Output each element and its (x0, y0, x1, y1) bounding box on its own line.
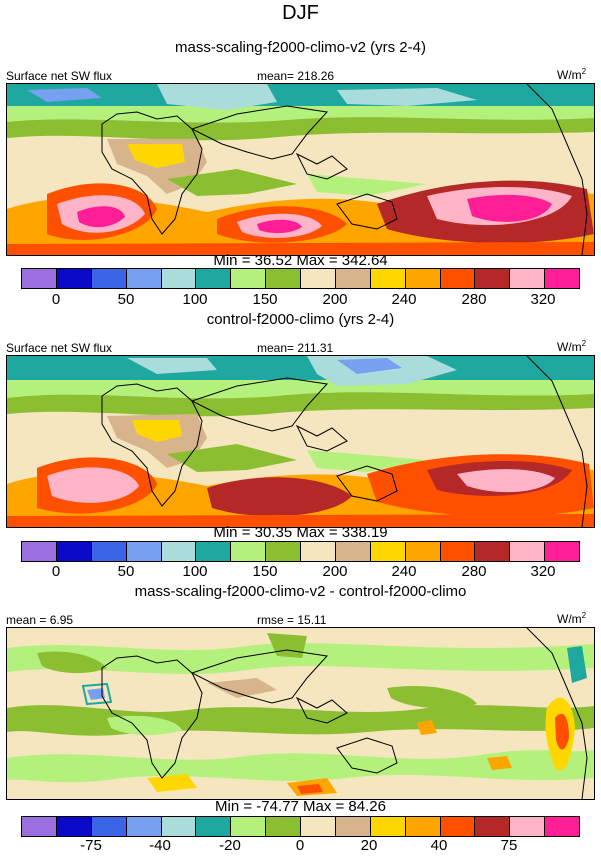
panel-1-colorbar (21, 268, 580, 289)
colorbar-swatch (56, 269, 92, 288)
colorbar-tick-label: 50 (117, 563, 135, 580)
panel-3-minmax: Min = -74.77 Max = 84.26 (215, 798, 386, 815)
panel-2-colorbar (21, 541, 580, 562)
colorbar-swatch (545, 817, 579, 836)
panel-2-title: control-f2000-climo (yrs 2-4) (206, 311, 395, 328)
colorbar-swatch (22, 542, 57, 561)
panel-2-variable: Surface net SW flux (6, 341, 113, 355)
colorbar-swatch (231, 817, 267, 836)
colorbar-swatch (370, 817, 406, 836)
colorbar-tick-label: -75 (80, 837, 102, 854)
colorbar-tick-label: 280 (461, 563, 487, 580)
colorbar-swatch (161, 817, 197, 836)
panel-3-mean: mean = 6.95 (6, 613, 74, 627)
colorbar-swatch (22, 817, 57, 836)
colorbar-swatch (161, 542, 197, 561)
colorbar-tick-label: 200 (322, 291, 348, 308)
colorbar-swatch (301, 817, 336, 836)
colorbar-swatch (475, 542, 511, 561)
panel-2-units: W/m2 (557, 339, 587, 354)
colorbar-tick-label: 320 (530, 291, 556, 308)
colorbar-swatch (475, 817, 511, 836)
colorbar-tick-label: 240 (391, 563, 417, 580)
colorbar-swatch (56, 542, 92, 561)
colorbar-swatch (22, 269, 57, 288)
colorbar-swatch (510, 269, 546, 288)
colorbar-swatch (440, 817, 476, 836)
colorbar-tick-label: 100 (182, 563, 208, 580)
colorbar-tick-label: -40 (149, 837, 171, 854)
colorbar-tick-label: 200 (322, 563, 348, 580)
panel-3-title: mass-scaling-f2000-climo-v2 - control-f2… (134, 583, 467, 600)
colorbar-swatch (196, 817, 232, 836)
colorbar-tick-label: 0 (51, 563, 61, 580)
colorbar-swatch (266, 269, 301, 288)
colorbar-tick-label: -20 (219, 837, 241, 854)
colorbar-swatch (370, 269, 406, 288)
colorbar-swatch (196, 542, 232, 561)
panel-1-title: mass-scaling-f2000-climo-v2 (yrs 2-4) (175, 39, 426, 56)
panel-3-rmse: rmse = 15.11 (257, 613, 327, 627)
colorbar-swatch (161, 269, 197, 288)
colorbar-tick-label: 20 (360, 837, 378, 854)
colorbar-tick-label: 150 (252, 291, 278, 308)
colorbar-swatch (126, 269, 162, 288)
colorbar-swatch (510, 817, 546, 836)
colorbar-swatch (91, 817, 127, 836)
panel-2-minmax: Min = 30.35 Max = 338.19 (213, 524, 388, 541)
colorbar-swatch (91, 269, 127, 288)
panel-1-map (6, 83, 595, 256)
colorbar-swatch (475, 269, 511, 288)
colorbar-swatch (545, 269, 579, 288)
colorbar-swatch (335, 542, 371, 561)
colorbar-swatch (440, 542, 476, 561)
colorbar-tick-label: 320 (530, 563, 556, 580)
colorbar-swatch (510, 542, 546, 561)
colorbar-tick-label: 240 (391, 291, 417, 308)
colorbar-swatch (335, 817, 371, 836)
colorbar-swatch (231, 542, 267, 561)
colorbar-tick-label: 50 (117, 291, 135, 308)
panel-1-units: W/m2 (557, 67, 587, 82)
colorbar-swatch (56, 817, 92, 836)
colorbar-swatch (91, 542, 127, 561)
colorbar-tick-label: 40 (430, 837, 448, 854)
panel-1-variable: Surface net SW flux (6, 69, 113, 83)
colorbar-swatch (405, 269, 441, 288)
colorbar-tick-label: 75 (500, 837, 518, 854)
colorbar-swatch (370, 542, 406, 561)
colorbar-swatch (266, 817, 301, 836)
colorbar-swatch (405, 542, 441, 561)
colorbar-swatch (266, 542, 301, 561)
panel-1-mean: mean= 218.26 (257, 69, 335, 83)
colorbar-swatch (405, 817, 441, 836)
colorbar-tick-label: 150 (252, 563, 278, 580)
colorbar-swatch (126, 817, 162, 836)
colorbar-swatch (126, 542, 162, 561)
colorbar-tick-label: 280 (461, 291, 487, 308)
colorbar-swatch (231, 269, 267, 288)
panel-2-map (6, 355, 595, 528)
colorbar-tick-label: 0 (51, 291, 61, 308)
season-title: DJF (282, 2, 319, 24)
colorbar-swatch (545, 542, 579, 561)
colorbar-tick-label: 0 (295, 837, 305, 854)
colorbar-swatch (440, 269, 476, 288)
panel-1-minmax: Min = 36.52 Max = 342.64 (213, 252, 388, 269)
colorbar-swatch (335, 269, 371, 288)
panel-2-mean: mean= 211.31 (257, 341, 334, 355)
panel-3-units: W/m2 (557, 611, 587, 626)
panel-3-colorbar (21, 816, 580, 837)
colorbar-swatch (196, 269, 232, 288)
panel-3-map (6, 627, 595, 800)
colorbar-swatch (301, 542, 336, 561)
colorbar-swatch (301, 269, 336, 288)
colorbar-tick-label: 100 (182, 291, 208, 308)
